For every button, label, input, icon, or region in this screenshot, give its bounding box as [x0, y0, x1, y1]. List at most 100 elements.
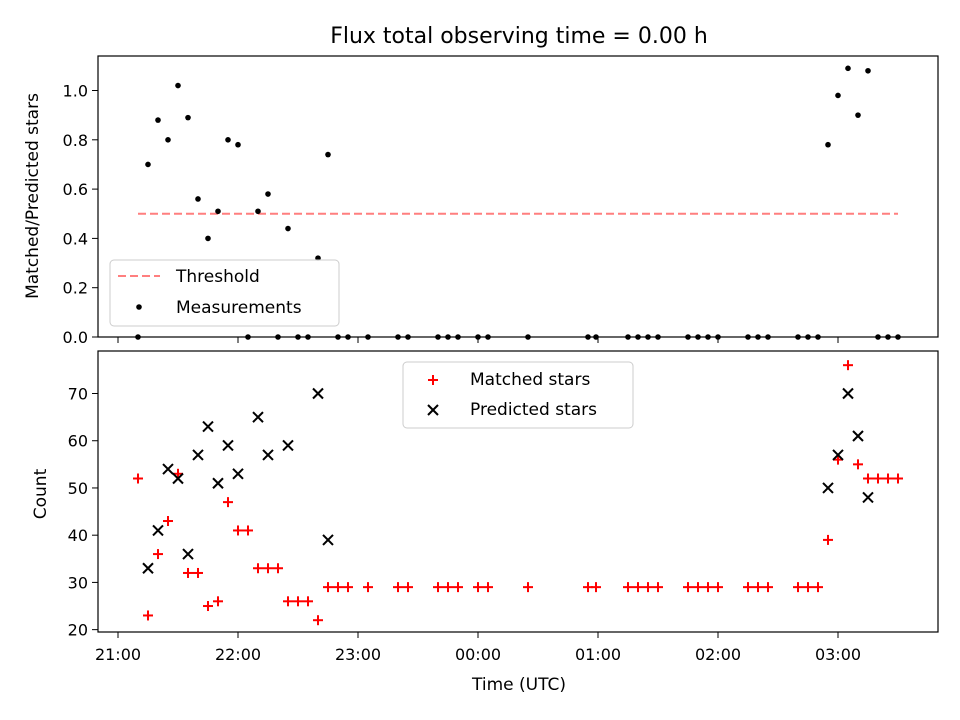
predicted-star-point-b	[322, 534, 334, 546]
measurement-point	[305, 334, 311, 340]
matched-star-point	[393, 582, 403, 593]
predicted-star-point	[162, 463, 174, 475]
matched-star-point	[263, 563, 273, 574]
matched-star-point	[213, 596, 223, 607]
predicted-star-point-b	[232, 468, 244, 480]
predicted-star-point	[842, 387, 854, 400]
ratio-y-ticks: 0.0 0.2 0.4 0.6 0.8 1.0	[63, 82, 98, 347]
ratio-plot-frame	[97, 55, 939, 338]
measurement-point	[335, 334, 341, 340]
ratio-y-tick-label: 0.0	[63, 328, 88, 347]
predicted-star-point	[172, 472, 184, 485]
measurement-point	[865, 67, 871, 74]
measurement-point	[345, 334, 351, 340]
legend-matched-marker	[428, 375, 438, 385]
measurement-point	[765, 334, 771, 340]
measurement-point	[815, 334, 821, 340]
measurement-point	[455, 334, 461, 340]
measurement-point	[185, 114, 191, 121]
count-legend: Matched stars Predicted stars	[402, 361, 634, 429]
measurement-point	[255, 208, 261, 215]
measurement-point	[895, 334, 901, 340]
count-x-tick-label: 21:00	[95, 645, 141, 664]
matched-star-point	[293, 596, 303, 607]
measurement-point	[705, 334, 711, 340]
measurement-point	[215, 208, 221, 215]
ratio-y-axis-label: Matched/Predicted stars	[23, 93, 43, 299]
legend-measurements-label: Measurements	[176, 298, 302, 318]
measurement-point	[645, 334, 651, 340]
matched-star-point	[183, 567, 193, 578]
predicted-star-point	[822, 482, 834, 494]
matched-star-point	[703, 582, 713, 593]
matched-star-point	[653, 582, 663, 593]
matched-star-point	[843, 360, 853, 371]
predicted-star-point-b	[312, 387, 324, 400]
matched-star-point	[143, 610, 153, 621]
matched-star-point	[453, 582, 463, 593]
matched-star-point	[133, 473, 143, 484]
predicted-star-point-b	[162, 463, 174, 475]
measurement-point	[475, 334, 481, 340]
legend-predicted-marker	[427, 404, 439, 416]
measurement-point	[165, 137, 171, 143]
matched-star-point	[243, 525, 253, 536]
matched-star-point	[863, 473, 873, 484]
predicted-star-point-b	[822, 482, 834, 494]
count-y-tick-label: 20	[68, 621, 88, 640]
count-x-tick-label: 03:00	[815, 645, 861, 664]
matched-star-point	[363, 582, 373, 593]
predicted-star-point	[232, 468, 244, 480]
measurement-point	[805, 334, 811, 340]
measurement-point	[485, 334, 491, 340]
count-x-tick-label: 23:00	[335, 645, 381, 664]
matched-star-point	[793, 582, 803, 593]
matched-star-point	[313, 615, 323, 626]
measurement-point	[625, 334, 631, 340]
matched-star-point	[873, 473, 883, 484]
predicted-star-point	[862, 491, 874, 504]
predicted-star-point-b	[152, 524, 164, 537]
measurement-point	[445, 334, 451, 340]
count-y-tick-label: 60	[68, 432, 88, 451]
matched-star-point	[443, 582, 453, 593]
legend-matched-label: Matched stars	[470, 370, 590, 390]
measurement-point	[655, 334, 661, 340]
measurement-point	[295, 334, 301, 340]
predicted-star-point	[152, 524, 164, 537]
measurement-point	[593, 334, 599, 340]
predicted-star-point	[222, 439, 234, 452]
predicted-star-point-b	[192, 449, 204, 461]
predicted-star-point	[262, 449, 274, 461]
measurement-point	[195, 196, 201, 202]
predicted-star-point	[282, 439, 294, 452]
matched-star-point	[193, 567, 203, 578]
measurement-point	[885, 334, 891, 340]
count-y-tick-label: 40	[68, 526, 88, 545]
measurement-point	[285, 225, 291, 232]
matched-star-point	[153, 549, 163, 560]
count-y-ticks: 20 30 40 50 60 70	[68, 385, 98, 640]
matched-star-point	[713, 582, 723, 593]
matched-star-point	[753, 582, 763, 593]
measurement-point	[405, 334, 411, 340]
matched-star-point	[223, 497, 233, 508]
count-legend-box	[402, 361, 634, 429]
measurement-point	[275, 334, 281, 340]
ratio-y-tick-label: 0.2	[63, 279, 88, 298]
measurement-point	[825, 141, 831, 148]
legend-predicted-label: Predicted stars	[470, 400, 597, 420]
legend-matched-swatch	[428, 375, 438, 385]
predicted-star-point-b	[142, 562, 154, 574]
count-x-tick-label: 00:00	[455, 645, 501, 664]
predicted-star-point-b	[832, 449, 844, 461]
measurement-point	[235, 141, 241, 148]
matched-star-point	[433, 582, 443, 593]
predicted-star-point	[192, 449, 204, 461]
matched-star-point	[623, 582, 633, 593]
measurement-point	[395, 334, 401, 340]
measurement-point	[695, 334, 701, 340]
measurement-points	[135, 65, 901, 340]
measurement-point	[755, 334, 761, 340]
matched-star-point	[813, 582, 823, 593]
